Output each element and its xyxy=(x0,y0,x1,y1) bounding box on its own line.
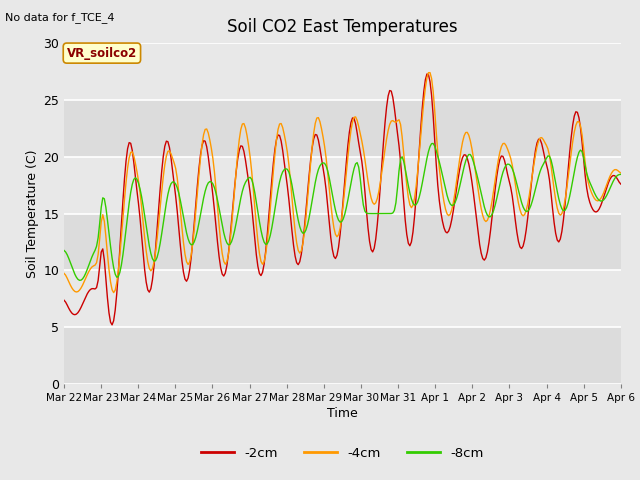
-8cm xyxy=(228,239,236,245)
Bar xyxy=(64,327,621,384)
-4cm xyxy=(426,70,434,75)
Bar xyxy=(64,43,621,100)
-4cm xyxy=(130,153,138,159)
-8cm xyxy=(76,277,83,283)
Line: -8cm: -8cm xyxy=(64,144,621,280)
-4cm xyxy=(110,290,118,296)
-8cm xyxy=(246,174,254,180)
Text: No data for f_TCE_4: No data for f_TCE_4 xyxy=(5,12,115,23)
Bar xyxy=(64,270,621,327)
Bar xyxy=(64,100,621,157)
Line: -4cm: -4cm xyxy=(64,72,621,293)
-2cm xyxy=(423,71,431,77)
-4cm xyxy=(246,154,254,160)
-8cm xyxy=(617,171,625,177)
Y-axis label: Soil Temperature (C): Soil Temperature (C) xyxy=(26,149,39,278)
-2cm xyxy=(246,190,254,195)
-4cm xyxy=(60,270,68,276)
-2cm xyxy=(617,181,625,187)
Text: VR_soilco2: VR_soilco2 xyxy=(67,47,137,60)
-8cm xyxy=(255,219,263,225)
-2cm xyxy=(60,297,68,303)
Bar xyxy=(64,214,621,270)
X-axis label: Time: Time xyxy=(327,407,358,420)
-4cm xyxy=(255,251,263,256)
Legend: -2cm, -4cm, -8cm: -2cm, -4cm, -8cm xyxy=(195,442,490,465)
Title: Soil CO2 East Temperatures: Soil CO2 East Temperatures xyxy=(227,18,458,36)
-2cm xyxy=(589,207,596,213)
-2cm xyxy=(255,271,263,276)
-8cm xyxy=(429,141,437,146)
Line: -2cm: -2cm xyxy=(64,74,621,325)
-4cm xyxy=(228,224,236,230)
-2cm xyxy=(108,322,116,328)
-4cm xyxy=(617,170,625,176)
-8cm xyxy=(589,187,596,192)
-8cm xyxy=(305,215,313,221)
-4cm xyxy=(589,193,596,199)
-4cm xyxy=(305,179,313,184)
-8cm xyxy=(130,177,138,182)
-8cm xyxy=(60,248,68,253)
Bar xyxy=(64,157,621,214)
-2cm xyxy=(130,159,138,165)
-2cm xyxy=(305,173,313,179)
-2cm xyxy=(228,219,236,225)
